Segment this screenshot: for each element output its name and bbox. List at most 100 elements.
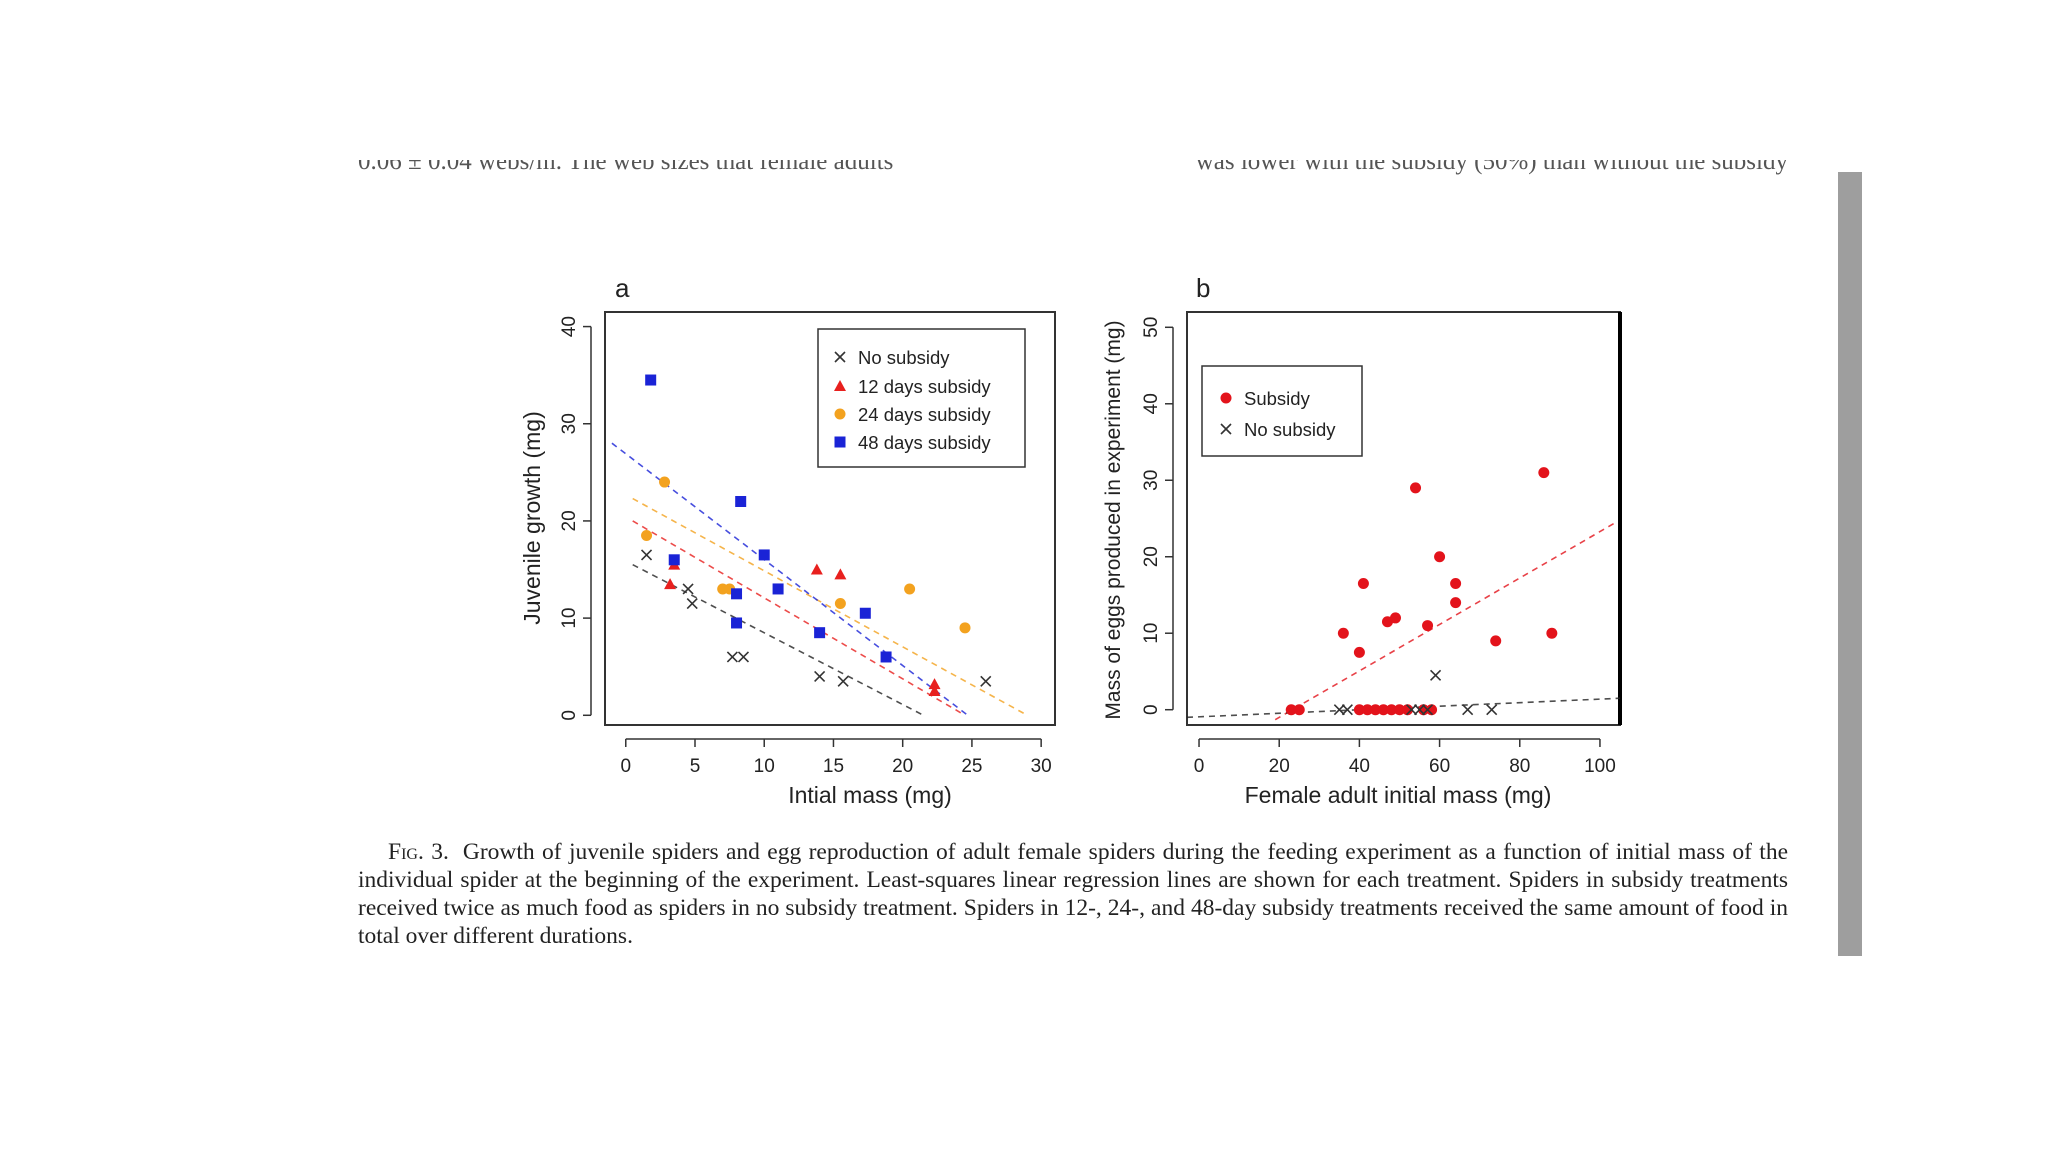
- b-point-s1-0: [1333, 704, 1345, 716]
- a-xtick-label: 15: [823, 756, 844, 777]
- b-point-s0-23: [1426, 704, 1438, 716]
- a-xtick-label: 5: [690, 756, 701, 777]
- a-point-s3-6: [772, 583, 784, 595]
- b-point-s0-22: [1418, 704, 1430, 716]
- a-ytick-label: 20: [559, 510, 580, 531]
- b-xtick-label: 100: [1584, 756, 1616, 777]
- panel-b-legend: Subsidy No subsidy: [1201, 365, 1363, 457]
- a-xtick-label: 20: [892, 756, 913, 777]
- a-point-s1-0: [664, 578, 677, 590]
- b-point-s0-21: [1402, 704, 1414, 716]
- figure-caption: Fig. 3. Growth of juvenile spiders and eg…: [358, 838, 1788, 950]
- a-point-s1-5: [928, 684, 941, 696]
- panel-a-xlabel: Intial mass (mg): [788, 782, 952, 808]
- a-point-s1-3: [834, 568, 847, 580]
- a-ytick-label: 40: [559, 316, 580, 337]
- a-fit-line-3: [611, 442, 969, 716]
- a-point-s0-6: [837, 675, 849, 687]
- panel-b-label: b: [1196, 273, 1210, 303]
- top-text-right: was lower with the subsidy (50%) than wi…: [1195, 160, 1788, 175]
- panel-b: b 0 20 40 60 80 100 0 10 20 30 40 50 Female adult i…: [1102, 273, 1622, 808]
- a-xtick-label: 10: [754, 756, 775, 777]
- b-point-s0-2: [1337, 627, 1349, 639]
- panel-a: a 0 5 10 15 20 25 30 0 10 20 30 40 Intial mass (mg)…: [519, 273, 1056, 808]
- a-point-s1-4: [928, 678, 941, 690]
- b-point-s0-18: [1377, 704, 1389, 716]
- panel-a-legend: No subsidy 12 days subsidy 24 days subsi…: [817, 328, 1026, 468]
- a-fit-line-1: [632, 520, 966, 716]
- a-point-s0-2: [686, 597, 698, 610]
- a-point-s2-4: [834, 598, 846, 610]
- legend-a-item-0: No subsidy: [858, 347, 950, 368]
- a-legend-marker-1: [834, 380, 846, 391]
- b-point-s0-9: [1434, 551, 1446, 563]
- b-point-s0-17: [1369, 704, 1381, 716]
- panel-b-legend-box: [1201, 365, 1363, 457]
- a-ytick-label: 10: [559, 608, 580, 629]
- a-point-s0-5: [814, 670, 826, 682]
- b-point-s1-7: [1486, 704, 1498, 716]
- panel-a-regression-lines: [611, 442, 1028, 716]
- a-point-s2-5: [904, 583, 916, 595]
- a-point-s3-1: [668, 554, 680, 566]
- b-ytick-label: 30: [1141, 470, 1162, 491]
- b-point-s1-5: [1430, 669, 1442, 681]
- b-xtick-label: 0: [1194, 756, 1205, 777]
- b-point-s1-2: [1405, 704, 1418, 716]
- a-point-s0-4: [737, 651, 750, 663]
- b-ytick-label: 40: [1141, 393, 1162, 414]
- b-point-s1-1: [1341, 704, 1353, 716]
- a-xtick-label: 0: [620, 756, 631, 777]
- a-point-s2-6: [959, 622, 971, 634]
- b-ytick-label: 20: [1141, 546, 1162, 567]
- panel-b-points: [1285, 467, 1558, 716]
- caption-label: Fig. 3.: [388, 839, 449, 865]
- a-point-s0-3: [726, 651, 738, 663]
- panel-a-ylabel: Juvenile growth (mg): [519, 411, 545, 624]
- b-point-s0-14: [1546, 627, 1558, 639]
- scrollbar-strip: [1838, 172, 1862, 956]
- panel-a-points: [640, 374, 992, 696]
- b-point-s0-1: [1293, 704, 1305, 716]
- b-xtick-label: 80: [1509, 756, 1530, 777]
- a-point-s3-2: [731, 588, 743, 600]
- panel-a-frame: [604, 311, 1056, 726]
- panel-b-legend-markers: [1220, 392, 1232, 435]
- panel-a-legend-box: [817, 328, 1026, 468]
- b-point-s0-8: [1422, 620, 1434, 632]
- legend-b-item-1: No subsidy: [1244, 419, 1336, 440]
- a-legend-marker-2: [834, 408, 846, 420]
- a-xtick-label: 30: [1031, 756, 1052, 777]
- a-ytick-label: 30: [559, 413, 580, 434]
- a-point-s3-7: [814, 627, 826, 639]
- panel-b-axes: 0 20 40 60 80 100 0 10 20 30 40 50: [1141, 317, 1616, 777]
- a-point-s2-0: [641, 530, 653, 542]
- a-point-s3-3: [731, 617, 743, 629]
- panel-b-regression-lines: [1186, 521, 1621, 721]
- b-point-s0-10: [1450, 578, 1462, 590]
- b-point-s1-4: [1421, 704, 1434, 716]
- b-xtick-label: 40: [1349, 756, 1370, 777]
- a-xtick-label: 25: [961, 756, 982, 777]
- b-point-s1-3: [1413, 704, 1426, 716]
- panel-a-legend-markers: [834, 351, 846, 448]
- panel-b-ylabel: Mass of eggs produced in experiment (mg): [1102, 320, 1125, 719]
- b-xtick-label: 60: [1429, 756, 1450, 777]
- a-point-s3-0: [645, 374, 657, 386]
- legend-a-item-3: 48 days subsidy: [858, 432, 991, 453]
- b-point-s0-11: [1450, 597, 1462, 609]
- a-point-s1-2: [810, 563, 823, 575]
- b-point-s0-0: [1285, 704, 1297, 716]
- legend-a-item-2: 24 days subsidy: [858, 404, 991, 425]
- caption-text: Growth of juvenile spiders and egg repro…: [358, 839, 1789, 949]
- b-xtick-label: 20: [1269, 756, 1290, 777]
- a-point-s3-4: [735, 495, 747, 507]
- panel-b-xlabel: Female adult initial mass (mg): [1245, 782, 1552, 808]
- panel-a-label: a: [615, 273, 630, 303]
- b-ytick-label: 10: [1141, 623, 1162, 644]
- a-point-s0-1: [682, 583, 694, 595]
- b-point-s0-19: [1385, 704, 1397, 716]
- a-point-s3-9: [880, 651, 892, 663]
- b-point-s0-15: [1353, 704, 1365, 716]
